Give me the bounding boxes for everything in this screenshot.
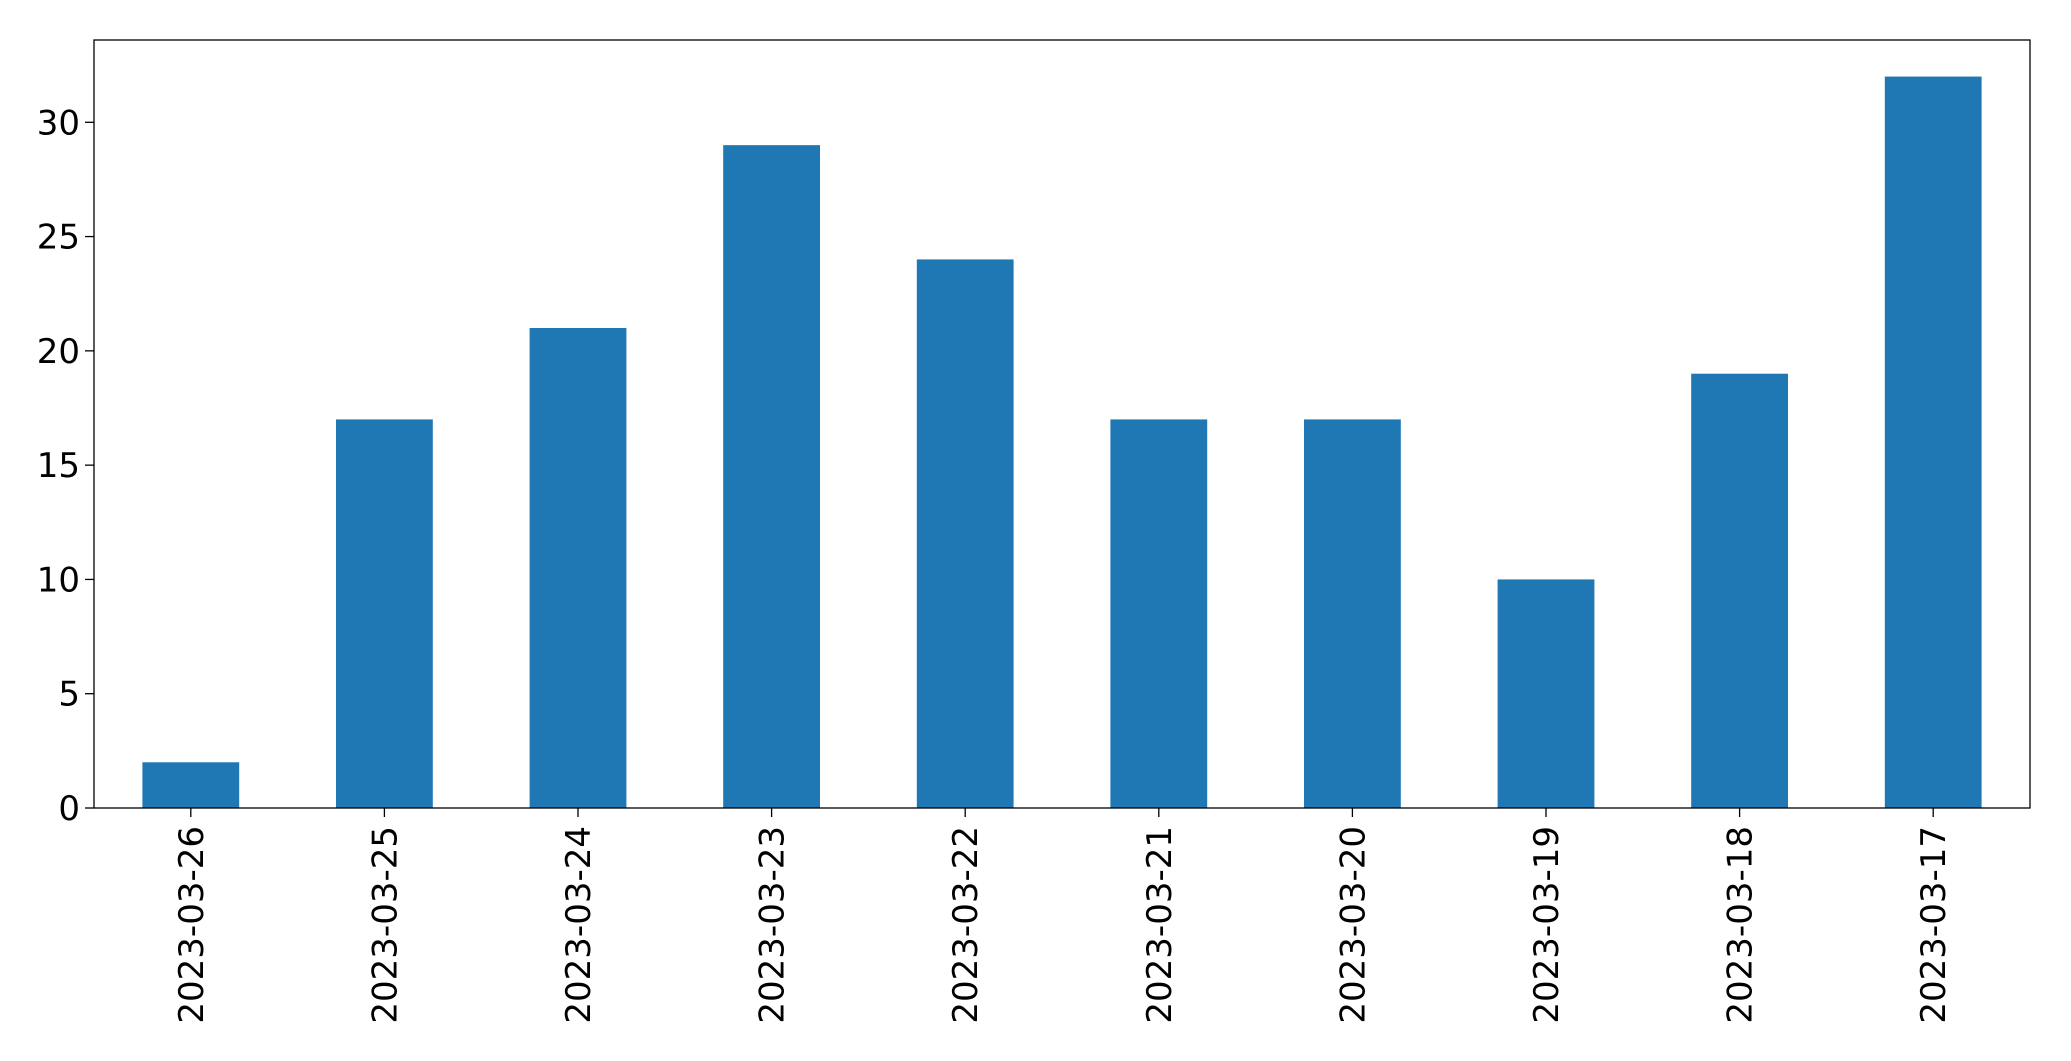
plot-frame (93, 39, 2031, 809)
bar (142, 762, 240, 808)
bar (1110, 419, 1208, 808)
x-tick-label: 2023-03-21 (1140, 826, 1180, 1024)
x-tick-label: 2023-03-23 (753, 826, 793, 1024)
bar (1691, 373, 1788, 808)
bar (1884, 76, 1982, 809)
x-tick-label: 2023-03-22 (946, 826, 986, 1024)
y-tick-label: 20 (37, 332, 80, 372)
x-tick-label: 2023-03-24 (559, 826, 599, 1024)
x-tick-label: 2023-03-26 (172, 826, 212, 1024)
y-tick-label: 10 (37, 560, 80, 600)
x-tick-label: 2023-03-20 (1333, 826, 1373, 1024)
bar (1497, 579, 1595, 808)
bar (336, 419, 433, 808)
x-tick-label: 2023-03-17 (1914, 826, 1954, 1024)
y-tick-label: 30 (37, 103, 80, 143)
bar (723, 145, 820, 809)
bar (916, 259, 1014, 808)
y-tick-label: 5 (58, 675, 80, 715)
x-tick-label: 2023-03-19 (1527, 826, 1567, 1024)
y-tick-label: 15 (37, 446, 80, 486)
y-tick-label: 25 (37, 218, 80, 258)
bar (529, 328, 627, 808)
y-tick-label: 0 (58, 789, 80, 829)
x-tick-label: 2023-03-25 (365, 826, 405, 1024)
bar (1304, 419, 1401, 808)
x-tick-label: 2023-03-18 (1721, 826, 1761, 1024)
